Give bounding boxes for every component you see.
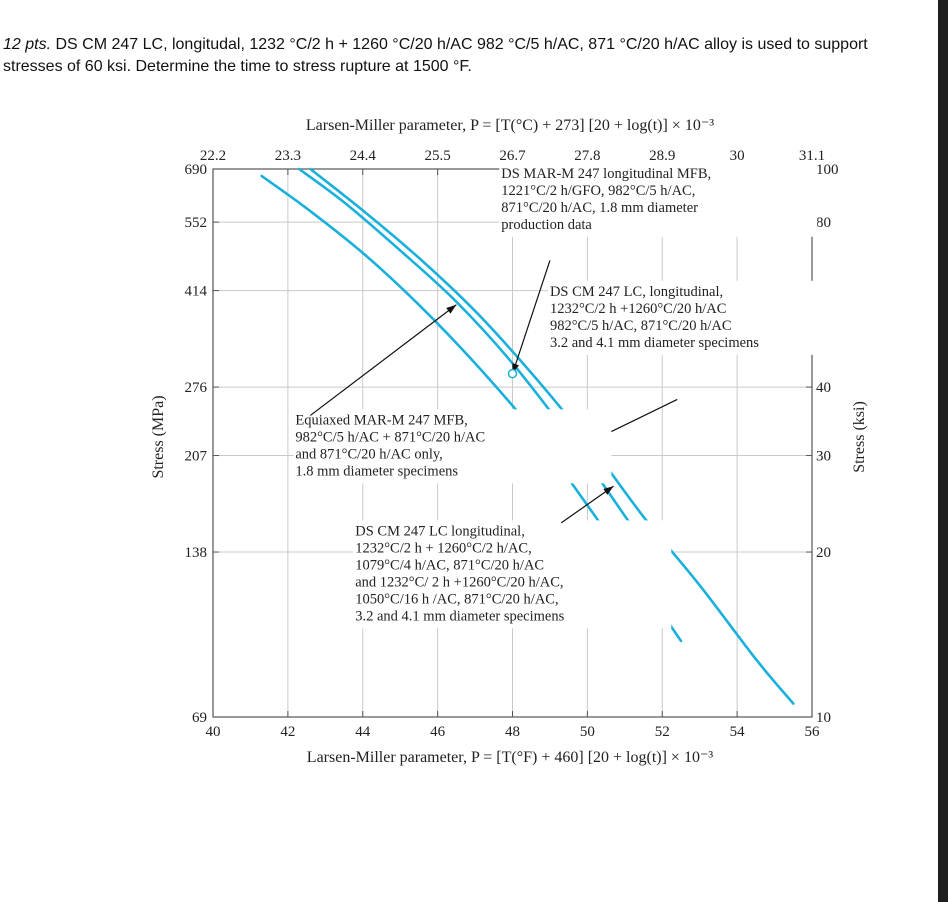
x-top-tick-label: 28.9 (649, 148, 675, 164)
y-left-tick-label: 690 (185, 162, 208, 178)
annotation-3-text: 982°C/5 h/AC + 871°C/20 h/AC (295, 429, 485, 445)
x-top-tick-label: 31.1 (799, 148, 825, 164)
x-top-tick-label: 22.2 (200, 148, 226, 164)
y-left-tick-label: 552 (185, 215, 208, 231)
x-top-tick-label: 25.5 (425, 148, 451, 164)
y-right-tick-label: 100 (816, 162, 839, 178)
x-bottom-tick-label: 50 (580, 724, 595, 740)
bottom-axis-title: Larsen-Miller parameter, P = [T(°F) + 46… (307, 749, 714, 766)
annotation-background (293, 409, 612, 484)
window-scrollbar[interactable] (938, 0, 948, 902)
x-bottom-tick-label: 56 (805, 724, 821, 740)
annotation-arrow-line (560, 485, 614, 524)
x-bottom-tick-label: 52 (655, 724, 670, 740)
annotation-arrow-head (446, 304, 457, 314)
right-axis-title: Stress (ksi) (851, 401, 868, 473)
x-bottom-tick-label: 44 (355, 724, 371, 740)
annotation-arrow-line (309, 304, 457, 416)
data-marker-circle (507, 368, 518, 379)
annotation-arrow-line (511, 260, 551, 374)
chart-ticks: 40 42 44 46 48 50 52 54 56 22.2 23.3 24.4 25.5 26.7 27… (185, 148, 839, 740)
annotation-1-text: 1221°C/2 h/GFO, 982°C/5 h/AC, (501, 183, 695, 199)
chart-labels: Larsen-Miller parameter, P = [T(°C) + 27… (150, 117, 868, 766)
annotation-4-text: 1050°C/16 h /AC, 871°C/20 h/AC, (355, 591, 558, 607)
y-left-tick-label: 69 (192, 710, 207, 726)
chart-annotations: DS MAR-M 247 longitudinal MFB,1221°C/2 h… (293, 162, 866, 629)
y-right-tick-label: 40 (816, 380, 831, 396)
annotation-2-text: 982°C/5 h/AC, 871°C/20 h/AC (550, 318, 732, 334)
x-top-tick-label: 24.4 (350, 148, 377, 164)
x-top-tick-label: 30 (730, 148, 745, 164)
y-left-tick-label: 276 (185, 380, 208, 396)
y-right-tick-label: 10 (816, 710, 831, 726)
annotation-background (547, 280, 866, 355)
annotation-3-text: 1.8 mm diameter specimens (295, 463, 458, 479)
annotation-3-text: Equiaxed MAR-M 247 MFB, (295, 412, 467, 428)
y-right-tick-label: 20 (816, 545, 831, 561)
x-top-tick-label: 27.8 (574, 148, 600, 164)
x-bottom-tick-label: 46 (430, 724, 446, 740)
annotation-1-text: 871°C/20 h/AC, 1.8 mm diameter (501, 200, 698, 216)
annotation-4-text: 1079°C/4 h/AC, 871°C/20 h/AC (355, 557, 544, 573)
question-text: 12 pts. DS CM 247 LC, longitudal, 1232 °… (3, 34, 903, 78)
annotation-4-text: DS CM 247 LC longitudinal, (355, 523, 525, 539)
y-left-tick-label: 138 (185, 545, 208, 561)
x-bottom-tick-label: 48 (505, 724, 520, 740)
top-axis-title: Larsen-Miller parameter, P = [T(°C) + 27… (306, 117, 714, 134)
annotation-2-text: DS CM 247 LC, longitudinal, (550, 284, 723, 300)
annotation-arrow-head (603, 486, 614, 495)
x-top-tick-label: 23.3 (275, 148, 301, 164)
x-bottom-tick-label: 54 (730, 724, 746, 740)
y-left-tick-label: 207 (185, 449, 208, 465)
annotation-4-text: 3.2 and 4.1 mm diameter specimens (355, 608, 564, 624)
annotation-4-text: and 1232°C/ 2 h +1260°C/20 h/AC, (355, 574, 563, 590)
annotation-2-text: 3.2 and 4.1 mm diameter specimens (550, 335, 759, 351)
annotation-1-text: DS MAR-M 247 longitudinal MFB, (501, 166, 711, 182)
question-body: DS CM 247 LC, longitudal, 1232 °C/2 h + … (3, 36, 868, 75)
y-right-tick-label: 30 (816, 449, 831, 465)
x-bottom-tick-label: 40 (206, 724, 221, 740)
annotation-background (353, 520, 672, 629)
annotation-1-text: production data (501, 217, 592, 233)
annotation-background (499, 162, 818, 237)
left-axis-title: Stress (MPa) (150, 395, 167, 478)
x-bottom-tick-label: 42 (280, 724, 295, 740)
annotation-2-text: 1232°C/2 h +1260°C/20 h/AC (550, 301, 726, 317)
x-top-tick-label: 26.7 (499, 148, 526, 164)
annotation-3-text: and 871°C/20 h/AC only, (295, 446, 442, 462)
annotation-4-text: 1232°C/2 h + 1260°C/2 h/AC, (355, 540, 531, 556)
question-points: 12 pts. (3, 36, 52, 53)
y-left-tick-label: 414 (185, 284, 208, 300)
y-right-tick-label: 80 (816, 215, 831, 231)
